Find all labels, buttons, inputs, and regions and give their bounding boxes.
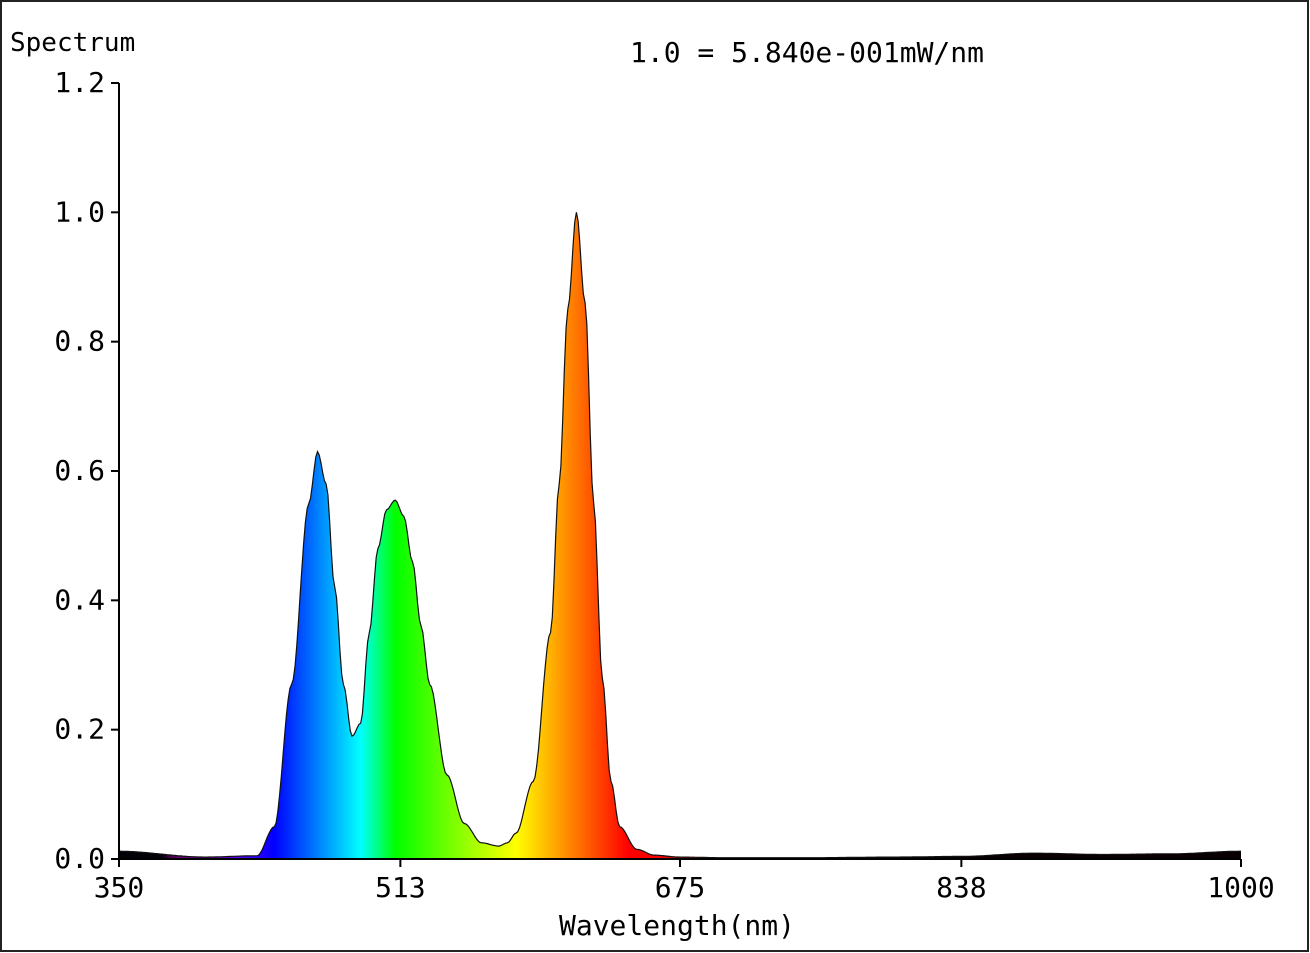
- y-tick-label: 1.0: [54, 195, 105, 228]
- x-tick-label: 675: [655, 871, 706, 904]
- y-tick-label: 0.0: [54, 842, 105, 875]
- spectrum-line: [119, 212, 1241, 859]
- x-axis-label: Wavelength(nm): [559, 909, 795, 942]
- x-tick-label: 838: [936, 871, 987, 904]
- x-tick-label: 513: [375, 871, 426, 904]
- y-tick-label: 0.6: [54, 454, 105, 487]
- y-tick-label: 1.2: [54, 66, 105, 99]
- y-tick-label: 0.2: [54, 713, 105, 746]
- y-tick-label: 0.4: [54, 583, 105, 616]
- chart-title: Spectrum: [10, 28, 136, 58]
- x-tick-label: 1000: [1207, 871, 1274, 904]
- x-tick-label: 350: [94, 871, 145, 904]
- spectrum-area: [119, 212, 1241, 860]
- scale-annotation: 1.0 = 5.840e-001mW/nm: [630, 36, 985, 69]
- y-tick-label: 0.8: [54, 325, 105, 358]
